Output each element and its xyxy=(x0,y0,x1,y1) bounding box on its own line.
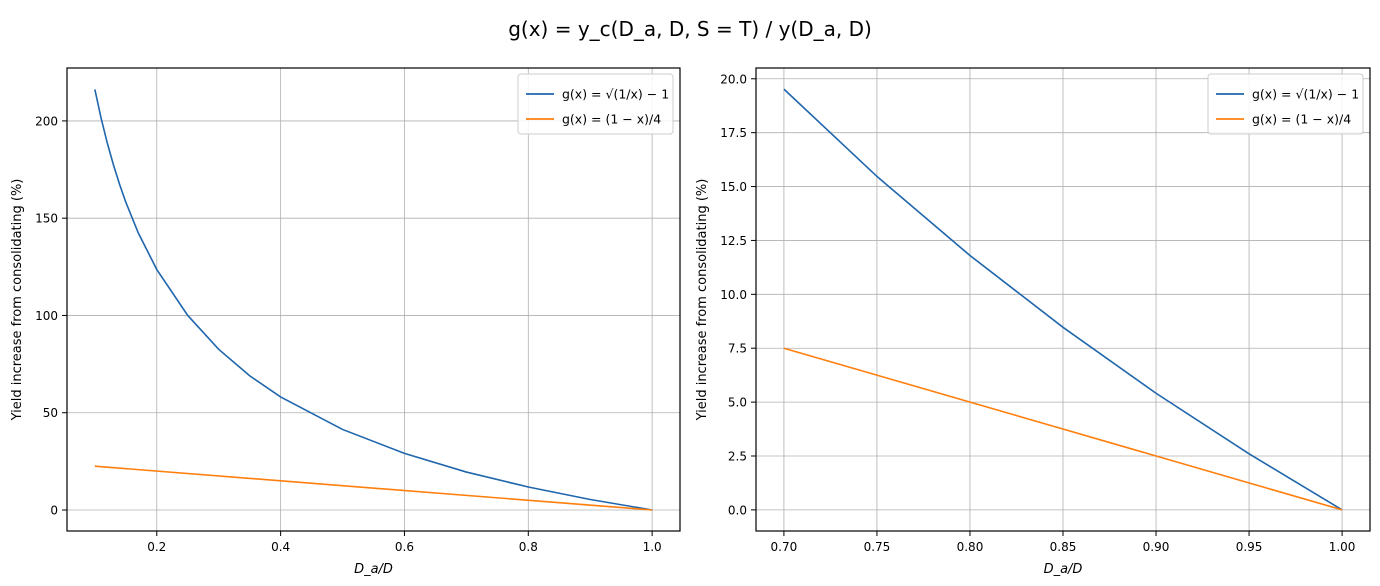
x-tick-label: 0.90 xyxy=(1143,540,1170,554)
legend-entry: g(x) = √(1/x) − 1 xyxy=(1252,87,1359,102)
legend-entry: g(x) = (1 − x)/4 xyxy=(1252,112,1351,127)
x-tick-label: 0.95 xyxy=(1236,540,1263,554)
y-tick-label: 2.5 xyxy=(728,449,747,463)
y-tick-label: 0 xyxy=(50,503,58,517)
plot-frame xyxy=(66,67,681,532)
x-tick-label: 0.2 xyxy=(147,540,166,554)
y-tick-label: 100 xyxy=(35,309,58,323)
x-tick-label: 0.85 xyxy=(1050,540,1077,554)
series-line-1 xyxy=(94,465,653,511)
y-tick-label: 50 xyxy=(43,406,58,420)
right-panel: 0.70 0.75 0.80 0.85 0.90 0.95 1.00 0.0 2.5 5.0 7.5… xyxy=(695,67,1371,577)
x-tick-label: 1.00 xyxy=(1329,540,1356,554)
y-tick-label: 7.5 xyxy=(728,342,747,356)
legend xyxy=(1207,73,1364,135)
legend-entry: g(x) = √(1/x) − 1 xyxy=(562,87,669,102)
y-axis-label: Yield increase from consolidating (%) xyxy=(10,179,25,422)
x-tick-label: 0.4 xyxy=(271,540,290,554)
left-panel: 0.2 0.4 0.6 0.8 1.0 0 50 100 150 200 D_a/D Yield in… xyxy=(10,67,681,577)
x-tick-label: 0.80 xyxy=(957,540,984,554)
y-tick-label: 10.0 xyxy=(720,288,747,302)
series-line-0 xyxy=(94,89,653,511)
x-axis-label: D_a/D xyxy=(1044,562,1083,577)
x-tick-label: 0.75 xyxy=(864,540,891,554)
y-tick-label: 20.0 xyxy=(720,72,747,86)
series-line-0 xyxy=(783,88,1343,511)
y-tick-label: 15.0 xyxy=(720,180,747,194)
legend-entry: g(x) = (1 − x)/4 xyxy=(562,112,661,127)
y-tick-label: 17.5 xyxy=(720,126,747,140)
y-axis-label: Yield increase from consolidating (%) xyxy=(695,179,710,422)
x-tick-label: 1.0 xyxy=(643,540,662,554)
x-tick-label: 0.8 xyxy=(519,540,538,554)
y-tick-label: 0.0 xyxy=(728,503,747,517)
series-line-1 xyxy=(783,347,1343,511)
x-tick-label: 0.6 xyxy=(395,540,414,554)
y-tick-label: 12.5 xyxy=(720,234,747,248)
y-tick-label: 5.0 xyxy=(728,396,747,410)
x-axis-label: D_a/D xyxy=(354,562,393,577)
legend xyxy=(517,73,674,135)
x-tick-label: 0.70 xyxy=(771,540,798,554)
y-tick-label: 200 xyxy=(35,114,58,128)
y-tick-label: 150 xyxy=(35,212,58,226)
figure-title: g(x) = y_c(D_a, D, S = T) / y(D_a, D) xyxy=(508,17,872,41)
